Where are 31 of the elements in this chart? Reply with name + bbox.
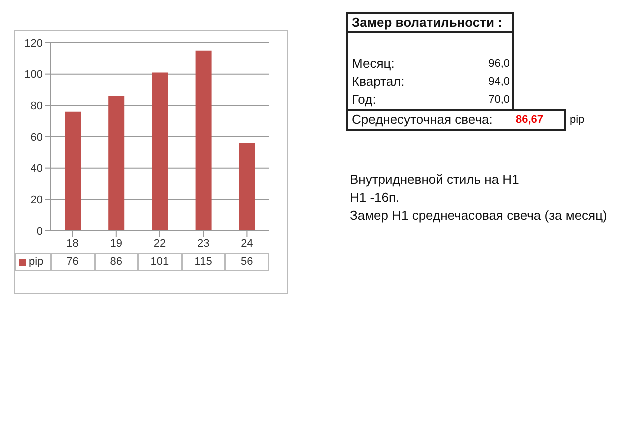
x-tick-label: 23: [197, 238, 210, 250]
text: 86,67: [516, 113, 545, 128]
text: Месяц:: [351, 55, 396, 73]
x-tick-label: 18: [66, 238, 79, 250]
data-label: 76: [51, 253, 95, 271]
text: Н1 -16п.: [349, 189, 401, 207]
text: Среднесуточная свеча:: [351, 111, 494, 129]
data-label: 101: [138, 253, 182, 271]
text: Замер Н1 среднечасовая свеча (за месяц): [349, 207, 608, 225]
data-label: 115: [182, 253, 226, 271]
y-tick-label: 40: [30, 163, 43, 176]
y-tick-label: 80: [30, 100, 43, 113]
y-tick-label: 120: [24, 38, 43, 50]
y-tick-label: 100: [24, 69, 43, 82]
x-tick-label: 24: [241, 238, 254, 250]
text: pip: [570, 114, 585, 126]
text: Год:: [351, 91, 378, 109]
y-tick-label: 0: [36, 226, 43, 238]
data-label: 56: [225, 253, 269, 271]
text: 70,0: [488, 93, 511, 108]
y-tick-label: 60: [30, 132, 43, 144]
text: 96,0: [488, 57, 511, 72]
data-label: 86: [94, 253, 138, 271]
text: Квартал:: [351, 73, 406, 91]
legend-label: pip: [29, 256, 44, 268]
x-tick-label: 22: [154, 238, 166, 250]
x-tick-label: 19: [110, 238, 123, 250]
text: Внутридневной стиль на Н1: [349, 171, 520, 189]
text: 94,0: [488, 75, 511, 90]
y-tick-label: 20: [30, 194, 43, 207]
text: Замер волатильности :: [346, 12, 514, 33]
